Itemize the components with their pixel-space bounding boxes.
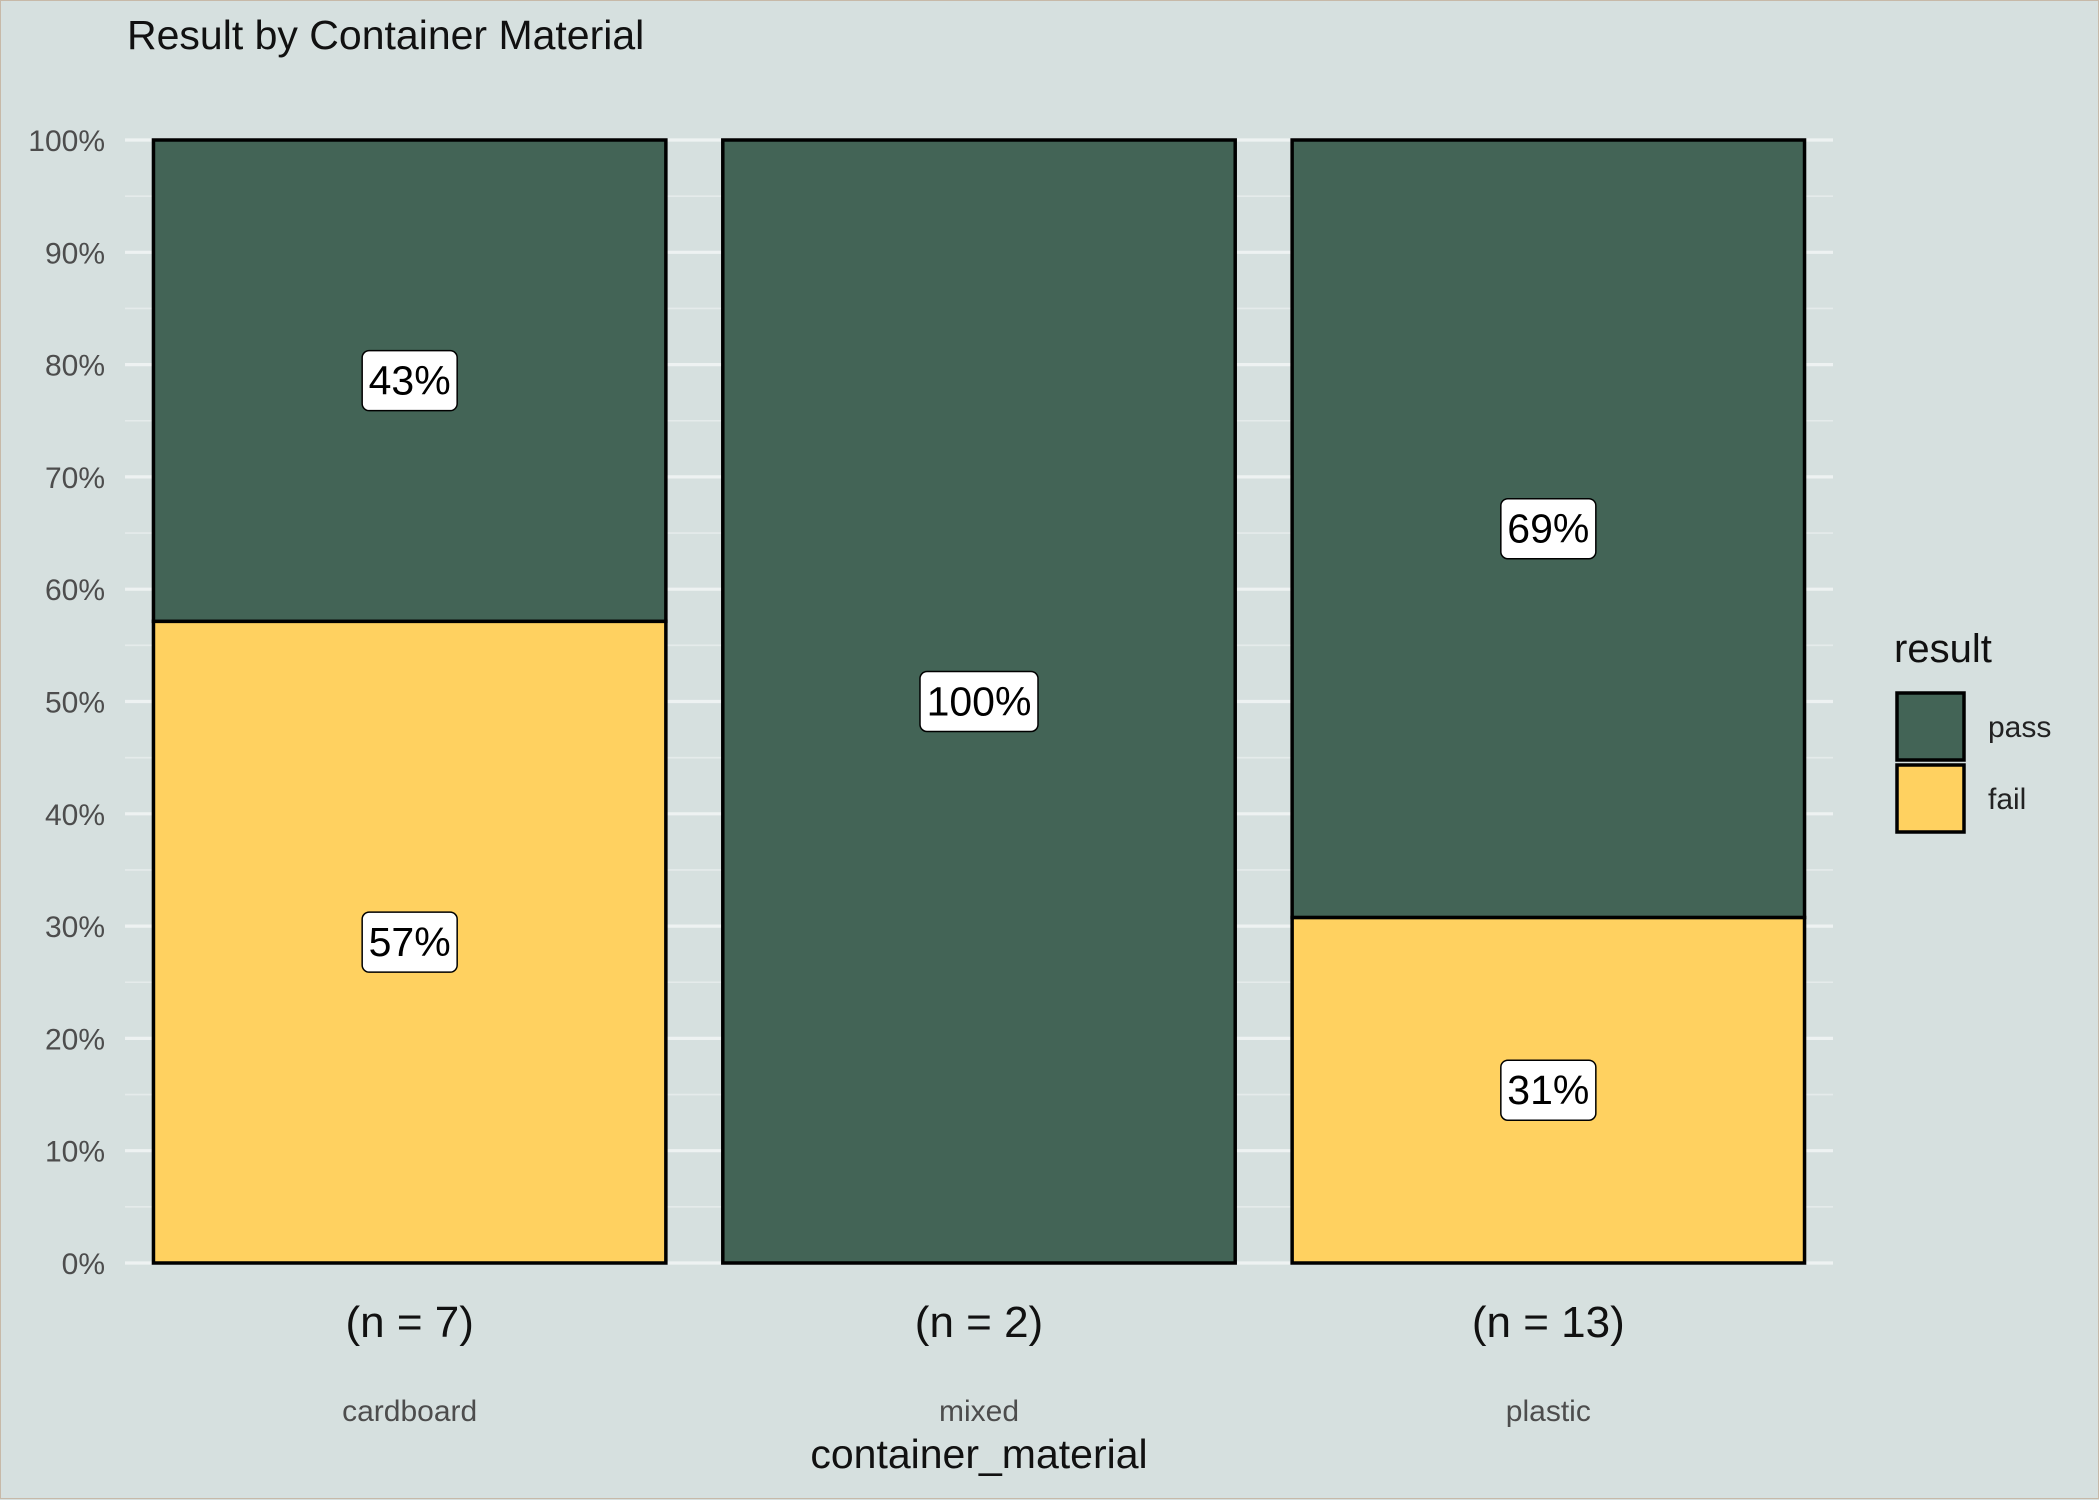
data-label: 69% bbox=[1500, 497, 1597, 560]
chart-title: Result by Container Material bbox=[127, 12, 644, 58]
y-tick-label: 60% bbox=[45, 574, 105, 607]
y-tick-label: 80% bbox=[45, 350, 105, 383]
data-label: 43% bbox=[361, 349, 458, 412]
legend-label-pass: pass bbox=[1988, 711, 2051, 744]
bars bbox=[151, 138, 1807, 1265]
data-label-text: 100% bbox=[927, 679, 1032, 725]
legend-label-fail: fail bbox=[1988, 783, 2026, 816]
y-tick-label: 40% bbox=[45, 799, 105, 832]
data-label-box bbox=[361, 911, 458, 973]
y-axis-ticks: 0% 10% 20% 30% 40% 50% 60% 70% 80% 90% 100% bbox=[28, 125, 105, 1281]
x-tick-label: plastic bbox=[1506, 1395, 1591, 1428]
y-tick-label: 70% bbox=[45, 462, 105, 495]
data-label-box bbox=[1500, 497, 1597, 560]
y-tick-label: 20% bbox=[45, 1023, 105, 1056]
x-axis: (n = 7) cardboard (n = 2) mixed (n = 13) plas… bbox=[342, 1298, 1625, 1428]
data-label: 57% bbox=[361, 911, 458, 973]
x-axis-title: container_material bbox=[810, 1431, 1147, 1477]
data-label: 31% bbox=[1500, 1059, 1597, 1121]
legend-key-pass bbox=[1895, 691, 1966, 762]
y-tick-label: 50% bbox=[45, 687, 105, 720]
count-label: (n = 7) bbox=[345, 1298, 473, 1347]
data-label-box bbox=[919, 670, 1039, 733]
data-label-text: 31% bbox=[1507, 1067, 1589, 1113]
data-labels: 57% 43% 100% 31% 69% bbox=[361, 349, 1597, 1121]
data-label-text: 69% bbox=[1507, 506, 1589, 552]
data-label: 100% bbox=[919, 670, 1039, 733]
y-tick-label: 0% bbox=[62, 1248, 105, 1281]
data-label-box bbox=[361, 349, 458, 412]
legend: result pass fail bbox=[1894, 627, 2051, 834]
y-tick-label: 100% bbox=[28, 125, 105, 158]
legend-title: result bbox=[1894, 627, 1992, 671]
data-label-box bbox=[1500, 1059, 1597, 1121]
data-label-text: 57% bbox=[369, 919, 451, 965]
count-label: (n = 2) bbox=[915, 1298, 1043, 1347]
y-tick-label: 10% bbox=[45, 1136, 105, 1169]
legend-key-fail bbox=[1895, 763, 1966, 834]
x-tick-label: mixed bbox=[939, 1395, 1019, 1428]
data-label-text: 43% bbox=[369, 358, 451, 404]
y-tick-label: 30% bbox=[45, 911, 105, 944]
x-tick-label: cardboard bbox=[342, 1395, 477, 1428]
count-label: (n = 13) bbox=[1472, 1298, 1625, 1347]
y-tick-label: 90% bbox=[45, 237, 105, 270]
